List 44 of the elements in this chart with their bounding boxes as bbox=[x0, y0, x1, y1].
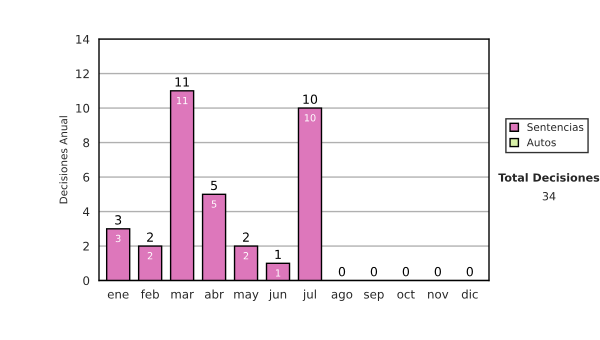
total-label: 5 bbox=[211, 180, 217, 190]
text: 34 bbox=[542, 192, 556, 200]
total-label: 10 bbox=[303, 94, 318, 104]
data-label: 3 bbox=[116, 234, 120, 242]
data-label: 10 bbox=[304, 114, 316, 122]
total-label: 0 bbox=[338, 266, 346, 276]
data-label: 2 bbox=[148, 252, 152, 260]
y-tick-label: 10 bbox=[76, 104, 90, 113]
total-label: 2 bbox=[242, 232, 249, 242]
x-tick-label: ago bbox=[332, 292, 352, 301]
data-label: 1 bbox=[276, 269, 280, 277]
x-tick-label: may bbox=[234, 292, 259, 301]
y-tick-label: 8 bbox=[83, 138, 90, 148]
legend-label: Sentencias bbox=[527, 122, 584, 132]
total-label: 0 bbox=[466, 266, 473, 276]
x-tick-label: oct bbox=[397, 290, 415, 299]
total-label: 11 bbox=[176, 77, 189, 87]
y-axis-title: Decisiones Anual bbox=[59, 116, 68, 204]
text: Total Decisiones bbox=[498, 173, 600, 182]
y-tick-label: 0 bbox=[83, 276, 90, 286]
data-label: 11 bbox=[176, 96, 188, 104]
legend-label: Autos bbox=[526, 138, 556, 146]
total-label: 1 bbox=[275, 250, 281, 259]
total-label: 0 bbox=[370, 266, 378, 276]
data-label: 2 bbox=[244, 252, 248, 260]
total-label: 3 bbox=[115, 215, 122, 225]
x-tick-label: nov bbox=[428, 292, 448, 299]
x-tick-label: dic bbox=[462, 290, 478, 299]
total-label: 0 bbox=[402, 266, 410, 276]
x-tick-label: sep bbox=[364, 292, 384, 301]
x-tick-label: ene bbox=[108, 292, 129, 299]
total-label: 0 bbox=[434, 266, 441, 276]
y-tick-label: 12 bbox=[76, 69, 89, 78]
total-label: 2 bbox=[147, 232, 153, 242]
y-tick-label: 4 bbox=[83, 207, 90, 216]
y-tick-label: 14 bbox=[76, 34, 90, 44]
y-tick-label: 2 bbox=[83, 242, 89, 250]
x-tick-label: mar bbox=[171, 292, 194, 299]
x-tick-label: abr bbox=[205, 290, 224, 299]
x-tick-label: jul bbox=[302, 290, 316, 301]
y-tick-label: 6 bbox=[83, 172, 90, 182]
x-tick-label: jun bbox=[268, 290, 286, 301]
x-tick-label: feb bbox=[140, 290, 159, 299]
data-label: 5 bbox=[212, 200, 216, 208]
